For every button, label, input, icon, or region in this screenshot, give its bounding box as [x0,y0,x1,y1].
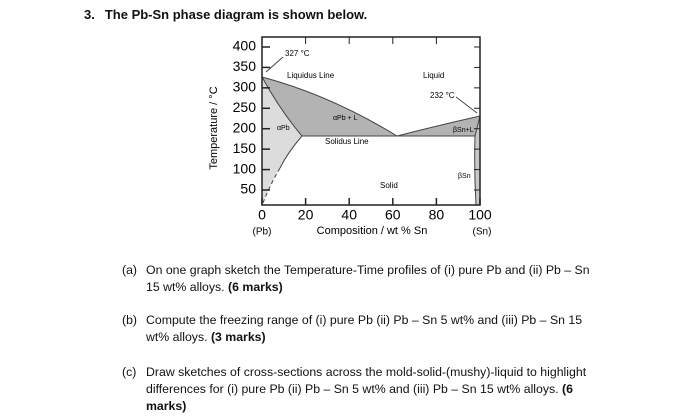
solvus-line [279,135,303,169]
question-label: (c) [122,365,137,379]
x-tick-label: 20 [298,207,314,223]
solidus-line [261,76,475,137]
annotation: Liquidus Line [287,71,335,80]
x-tick-label: 80 [429,207,445,223]
question-label: (a) [122,263,138,277]
y-tick-label: 300 [233,79,257,95]
plot-frame [261,36,481,206]
alpha-liquid-region [262,77,397,136]
question-body: Draw sketches of cross-sections across t… [146,364,602,415]
annotation: 327 °C [285,49,310,58]
y-tick-label: 400 [233,38,257,54]
x-tick-label: 60 [385,207,401,223]
annotation: αPb + L [333,115,358,122]
x-axis-label: Composition / wt % Sn [317,225,428,237]
annotation: Liquid [423,71,444,80]
annotation: 232 °C [430,91,455,100]
question-marks: (6 marks) [228,280,283,294]
y-tick-label: 250 [233,99,257,115]
question-label: (b) [122,313,138,327]
x-tick-label: 100 [468,207,492,223]
leader-line [265,56,284,73]
annotation: αPb [277,125,290,132]
beta-region [474,116,480,205]
beta-solvus [474,115,481,206]
question-marks: (6 marks) [146,382,573,413]
annotation: Solid [380,181,398,190]
question-body: On one graph sketch the Temperature-Time… [146,262,602,296]
y-axis-label: Temperature / °C [208,86,220,169]
question-text: On one graph sketch the Temperature-Time… [146,263,590,294]
question-marks: (3 marks) [210,330,266,344]
leader-line [455,96,478,114]
question: (a) On one graph sketch the Temperature-T… [122,262,602,296]
y-tick-label: 100 [233,160,257,176]
phase-diagram: 327 °C Liquidus Line Liquid 232 °C αPb +… [208,36,492,238]
x-end-label: (Sn) [473,227,492,238]
heading: 3. The Pb-Sn phase diagram is shown below… [84,7,377,22]
y-tick-label: 50 [240,181,256,197]
alpha-region [262,77,302,205]
annotation: βSn+L [453,127,474,134]
x-end-label: (Pb) [253,227,272,238]
question: (c) Draw sketches of cross-sections acros… [122,364,602,415]
y-tick-label: 350 [233,58,257,74]
y-tick-label: 150 [233,140,257,156]
question: (b) Compute the freezing range of (i) pur… [122,312,602,346]
solvus-dashed [262,167,281,204]
annotation: βSn [458,173,471,180]
heading-text: The Pb-Sn phase diagram is shown below. [104,7,368,22]
liquidus-line [261,76,481,137]
y-tick-label: 200 [233,119,257,135]
question-body: Compute the freezing range of (i) pure P… [146,312,602,346]
annotation: Solidus Line [325,137,369,146]
question-text: Compute the freezing range of (i) pure P… [146,313,583,344]
x-tick-label: 40 [341,207,357,223]
question-number: 3. [84,7,95,22]
x-tick-label: 0 [258,207,266,223]
question-text: Draw sketches of cross-sections across t… [146,365,587,396]
